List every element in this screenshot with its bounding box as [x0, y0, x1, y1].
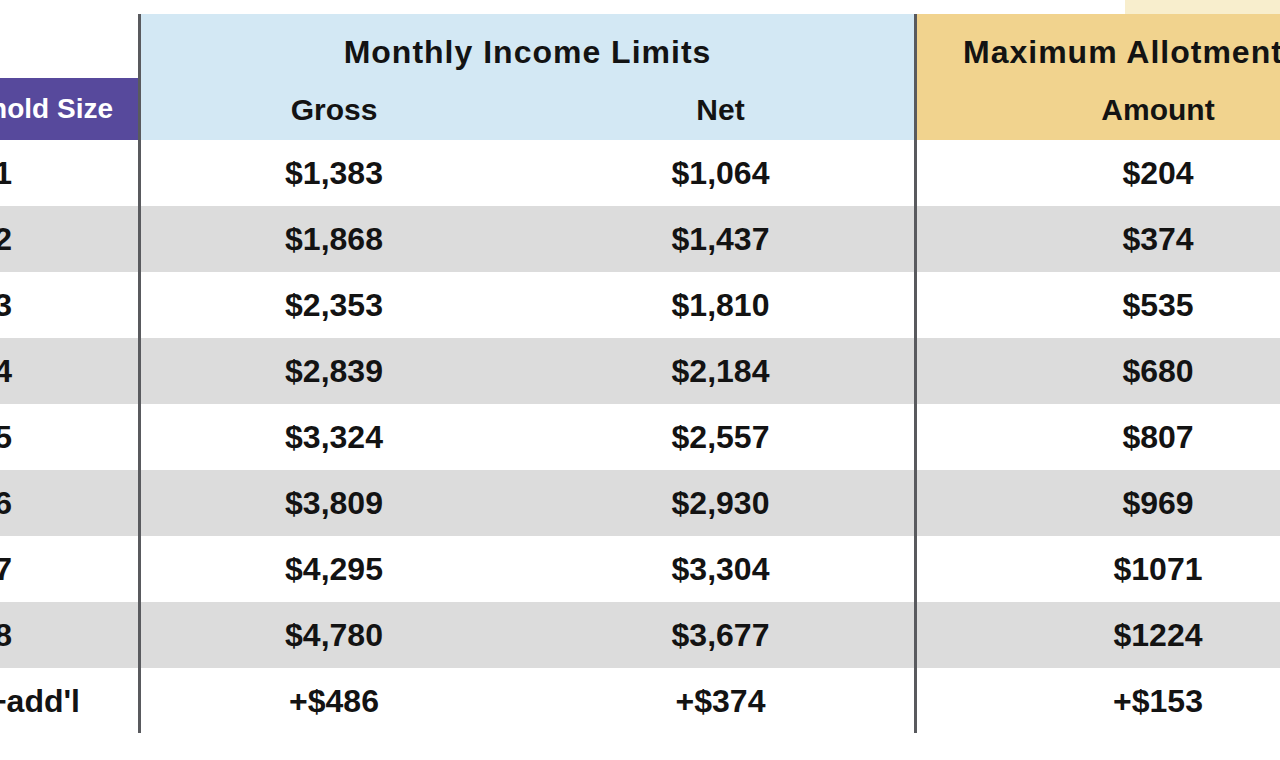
net-cell: $1,437 — [527, 206, 914, 272]
amount-cell: $535 — [917, 272, 1280, 338]
household-size-cell: 2 — [0, 206, 12, 272]
table-row: 7 $4,295 $3,304 $1071 — [0, 536, 1280, 602]
table-body: 1 $1,383 $1,064 $204 2 $1,868 $1,437 $37… — [0, 140, 1280, 734]
table-row: +add'l +$486 +$374 +$153 — [0, 668, 1280, 734]
household-size-cell: 1 — [0, 140, 12, 206]
net-cell: $2,557 — [527, 404, 914, 470]
column-divider — [138, 14, 141, 733]
household-size-cell: 6 — [0, 470, 12, 536]
net-column-header: Net — [527, 84, 914, 140]
household-size-cell: 8 — [0, 602, 12, 668]
net-cell: $1,810 — [527, 272, 914, 338]
monthly-income-limits-title: Monthly Income Limits — [141, 14, 914, 86]
amount-cell: $680 — [917, 338, 1280, 404]
net-cell: +$374 — [527, 668, 914, 734]
household-size-cell: 5 — [0, 404, 12, 470]
net-cell: $2,930 — [527, 470, 914, 536]
table-row: 3 $2,353 $1,810 $535 — [0, 272, 1280, 338]
table-row: 1 $1,383 $1,064 $204 — [0, 140, 1280, 206]
gross-column-header: Gross — [141, 84, 527, 140]
amount-column-header: Amount — [917, 84, 1280, 140]
gross-cell: $4,295 — [141, 536, 527, 602]
table-row: 5 $3,324 $2,557 $807 — [0, 404, 1280, 470]
gross-cell: $4,780 — [141, 602, 527, 668]
amount-cell: $969 — [917, 470, 1280, 536]
net-cell: $1,064 — [527, 140, 914, 206]
household-size-cell: 4 — [0, 338, 12, 404]
amount-cell: $1071 — [917, 536, 1280, 602]
table-row: 2 $1,868 $1,437 $374 — [0, 206, 1280, 272]
gross-cell: $3,809 — [141, 470, 527, 536]
net-cell: $3,304 — [527, 536, 914, 602]
household-size-cell: +add'l — [0, 668, 80, 734]
amount-cell: $374 — [917, 206, 1280, 272]
gross-cell: $3,324 — [141, 404, 527, 470]
gross-cell: $1,383 — [141, 140, 527, 206]
net-cell: $3,677 — [527, 602, 914, 668]
household-size-cell: 7 — [0, 536, 12, 602]
amount-cell: +$153 — [917, 668, 1280, 734]
amount-cell: $1224 — [917, 602, 1280, 668]
household-size-cell: 3 — [0, 272, 12, 338]
household-size-header-band: Household Size — [0, 78, 138, 140]
gross-cell: $1,868 — [141, 206, 527, 272]
cropped-corner-tint — [1125, 0, 1280, 14]
gross-cell: +$486 — [141, 668, 527, 734]
column-divider — [914, 14, 917, 733]
amount-cell: $807 — [917, 404, 1280, 470]
table-row: 8 $4,780 $3,677 $1224 — [0, 602, 1280, 668]
income-limits-table: { "chart_data": { "type": "table", "row_… — [0, 0, 1280, 760]
net-cell: $2,184 — [527, 338, 914, 404]
gross-cell: $2,353 — [141, 272, 527, 338]
table-row: 6 $3,809 $2,930 $969 — [0, 470, 1280, 536]
gross-cell: $2,839 — [141, 338, 527, 404]
amount-cell: $204 — [917, 140, 1280, 206]
maximum-allotment-title: Maximum Allotment — [963, 14, 1280, 86]
table-row: 4 $2,839 $2,184 $680 — [0, 338, 1280, 404]
household-size-header-label: Household Size — [0, 78, 113, 140]
